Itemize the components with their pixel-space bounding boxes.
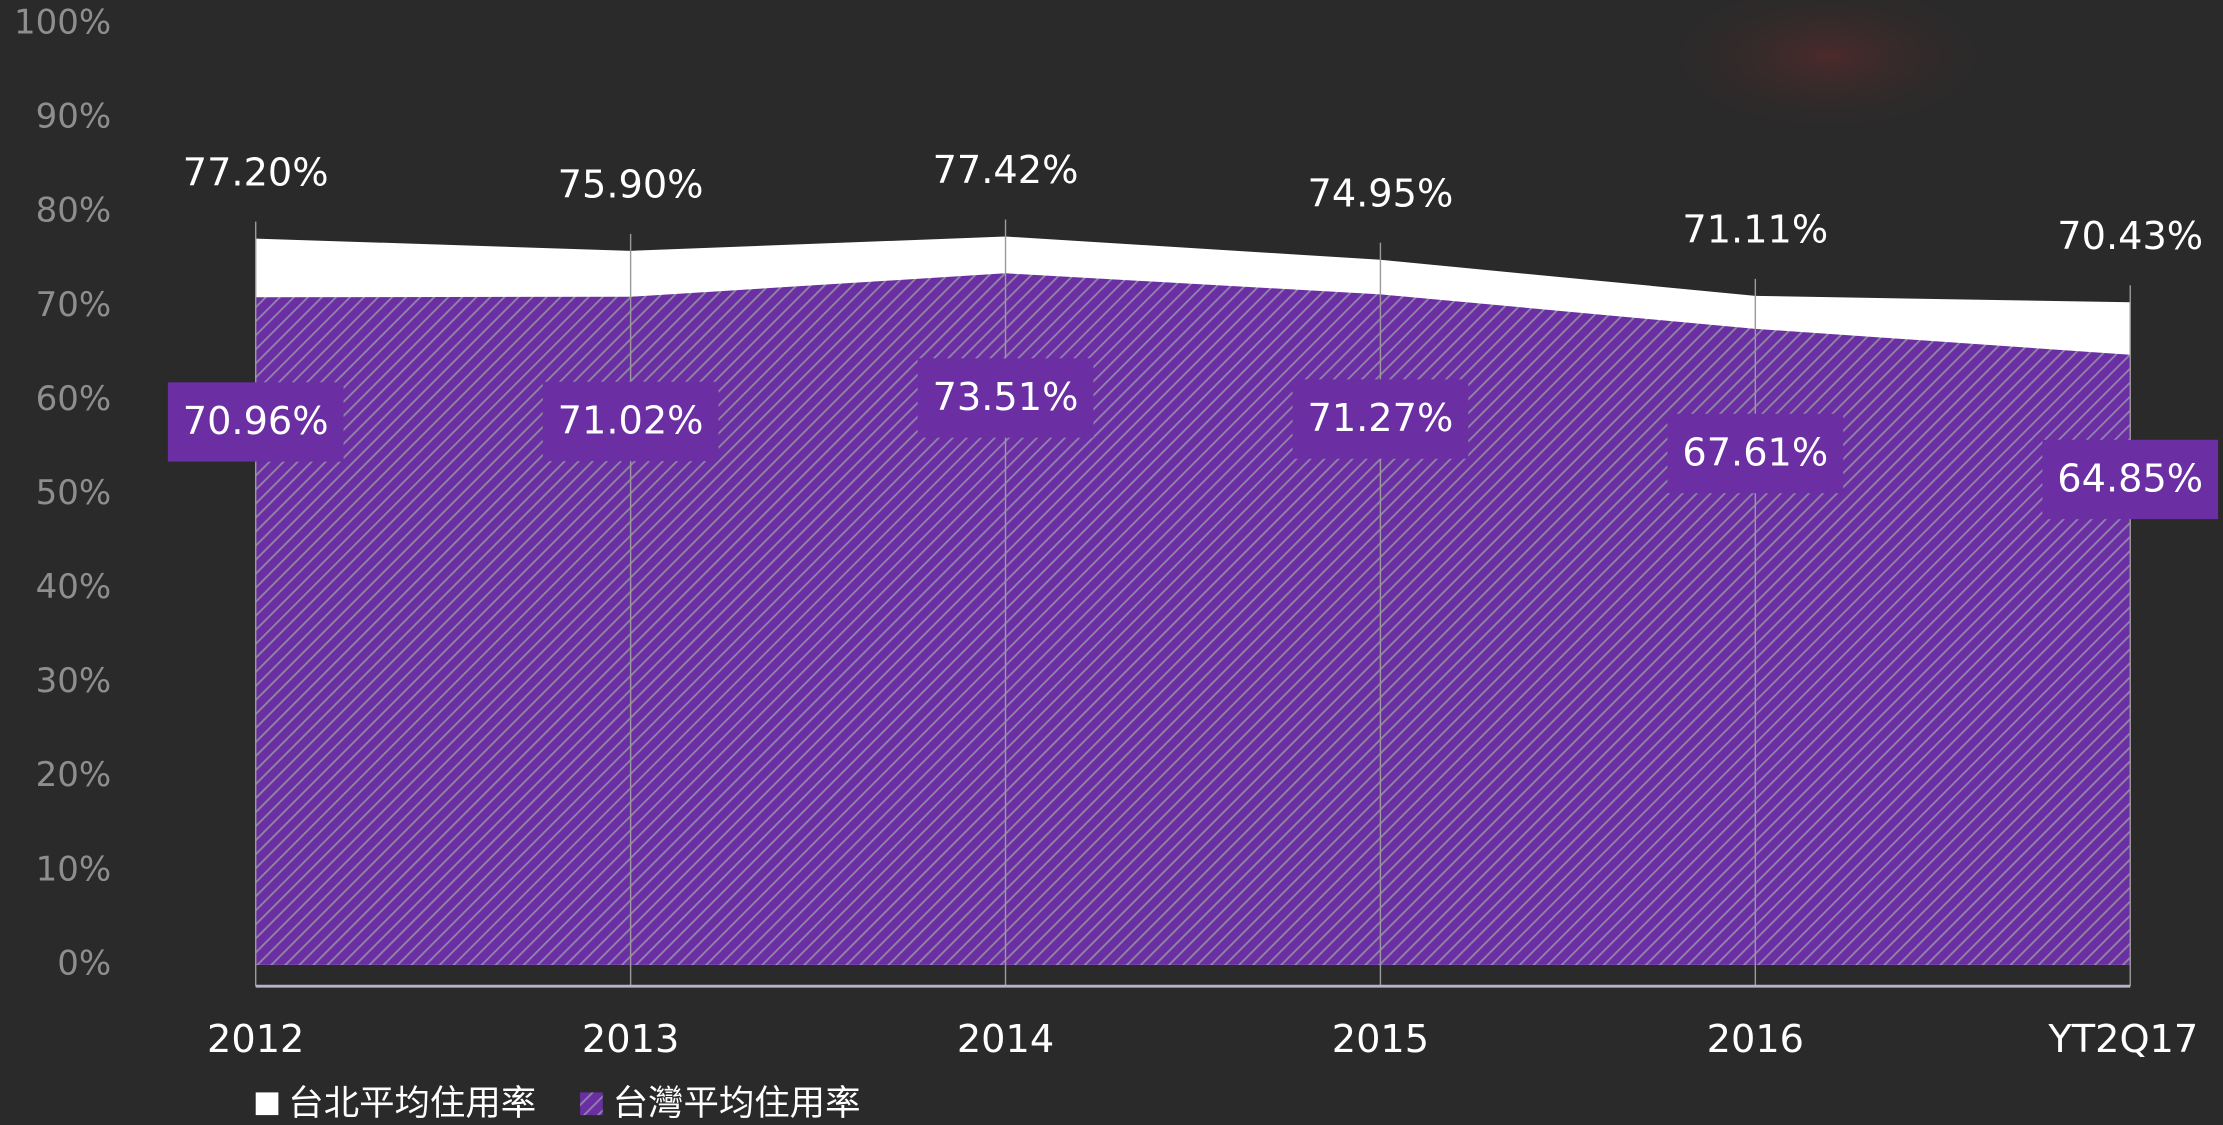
value-label-box [167,382,344,462]
value-label: 64.85% [2057,456,2203,501]
value-label: 75.90% [558,163,704,208]
value-label: 74.95% [1307,171,1453,216]
value-label: 70.43% [2057,214,2203,259]
legend-label: 台灣平均住用率 [613,1083,861,1124]
value-label: 70.96% [183,399,329,444]
background-glow [1644,0,2013,142]
y-tick-label: 70% [36,285,112,325]
legend-label: 台北平均住用率 [288,1083,536,1124]
y-tick-label: 90% [36,97,112,137]
x-tick-label: 2015 [1332,1017,1429,1062]
legend-swatch [255,1092,279,1116]
value-label-box [1292,379,1469,459]
y-tick-label: 100% [14,3,111,43]
y-tick-label: 40% [36,567,112,607]
value-label: 71.27% [1307,396,1453,441]
y-tick-label: 80% [36,191,112,231]
value-label: 71.11% [1682,208,1828,253]
y-tick-label: 20% [36,755,112,795]
x-tick-label: 2013 [582,1017,679,1062]
x-tick-label: 2014 [957,1017,1054,1062]
y-tick-label: 10% [36,849,112,889]
value-label: 77.20% [183,150,329,195]
value-label-box [917,358,1094,438]
value-label-box [1667,413,1844,494]
value-label-box [2042,439,2219,520]
x-tick-label: YT2Q17 [2047,1017,2198,1062]
area-taiwan [255,273,2131,965]
value-label: 71.02% [558,398,704,443]
value-label-box [542,381,719,462]
x-tick-label: 2016 [1707,1017,1804,1062]
y-tick-label: 50% [36,473,112,513]
value-label: 77.42% [933,148,1079,193]
x-tick-label: 2012 [207,1017,304,1062]
y-tick-label: 0% [57,943,111,983]
value-label: 67.61% [1682,430,1828,475]
legend-swatch [580,1092,603,1116]
value-label: 73.51% [933,375,1079,420]
y-tick-label: 30% [36,661,112,701]
y-tick-label: 60% [36,379,112,419]
